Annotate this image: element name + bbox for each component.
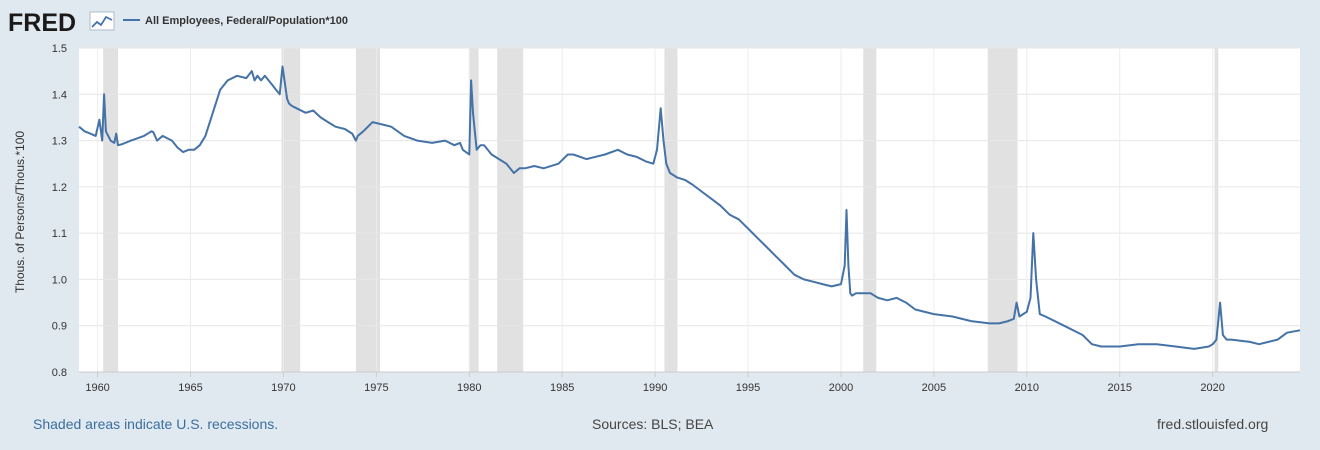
y-axis: 0.8 0.9 1.0 1.1 1.2 1.3 1.4 1.5 xyxy=(52,43,67,379)
recession-band-8 xyxy=(1214,48,1219,372)
x-tick-label: 2005 xyxy=(922,382,946,394)
recession-band-3 xyxy=(469,48,479,372)
y-tick-label: 1.3 xyxy=(52,136,67,148)
x-tick-label: 1985 xyxy=(550,382,574,394)
plot-area xyxy=(79,48,1300,372)
legend: All Employees, Federal/Population*100 xyxy=(123,15,348,27)
recession-band-5 xyxy=(664,48,678,372)
footer-sources: Sources: BLS; BEA xyxy=(592,416,714,432)
fred-logo-chart-icon xyxy=(89,11,115,31)
recession-band-7 xyxy=(987,48,1018,372)
x-tick-label: 1965 xyxy=(178,382,202,394)
x-tick-label: 1990 xyxy=(643,382,667,394)
x-tick-label: 1960 xyxy=(85,382,109,394)
series-line xyxy=(78,65,1301,350)
recession-band-0 xyxy=(103,48,119,372)
x-tick-label: 2015 xyxy=(1107,382,1131,394)
y-tick-label: 1.4 xyxy=(52,89,67,101)
y-tick-label: 0.8 xyxy=(52,367,67,379)
x-tick-label: 2020 xyxy=(1200,382,1224,394)
y-tick-label: 0.9 xyxy=(52,321,67,333)
y-tick-label: 1.5 xyxy=(52,43,67,55)
recession-band-6 xyxy=(863,48,877,372)
legend-label: All Employees, Federal/Population*100 xyxy=(145,15,348,27)
y-tick-label: 1.1 xyxy=(52,228,67,240)
y-tick-label: 1.2 xyxy=(52,182,67,194)
x-tick-label: 1980 xyxy=(457,382,481,394)
recession-band-1 xyxy=(281,48,301,372)
y-axis-label: Thous. of Persons/Thous.*100 xyxy=(13,131,27,293)
footer-site-link[interactable]: fred.stlouisfed.org xyxy=(1157,416,1269,432)
x-tick-label: 1995 xyxy=(736,382,760,394)
gridlines xyxy=(79,47,1300,373)
x-axis: 1960 1965 1970 1975 1980 1985 1990 1995 2000 2005… xyxy=(79,371,1300,394)
x-tick-label: 1975 xyxy=(364,382,388,394)
fred-logo-text: FRED xyxy=(8,9,76,37)
recession-band-4 xyxy=(497,48,524,372)
y-tick-label: 1.0 xyxy=(52,274,67,286)
x-tick-label: 2010 xyxy=(1015,382,1039,394)
x-tick-label: 2000 xyxy=(829,382,853,394)
x-tick-label: 1970 xyxy=(271,382,295,394)
footer-recession-note: Shaded areas indicate U.S. recessions. xyxy=(33,416,279,432)
